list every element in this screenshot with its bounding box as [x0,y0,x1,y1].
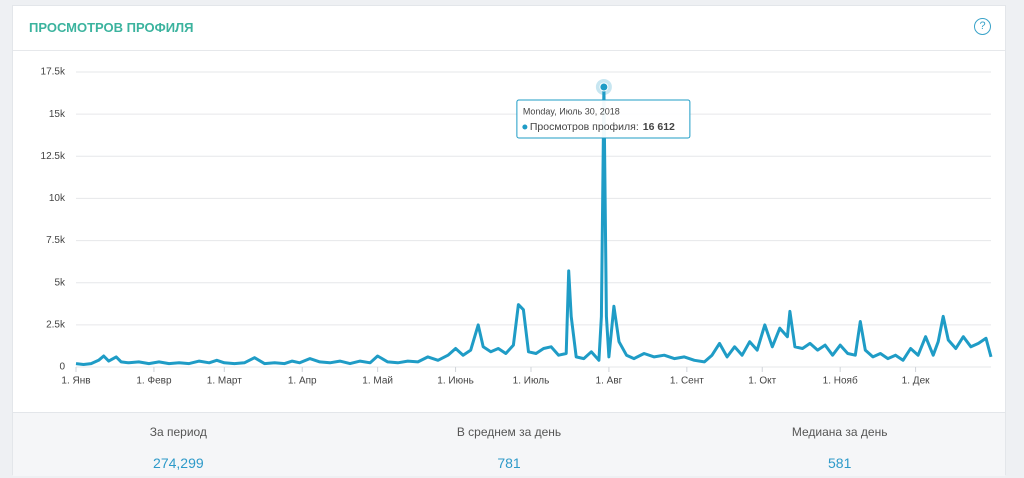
tooltip-label: Просмотров профиля: 16 612 [530,121,675,133]
x-tick-label: 1. Окт [748,376,776,387]
tooltip-bullet [522,124,528,130]
x-tick-label: 1. Янв [61,376,90,387]
chart: 0 2.5k 5k 7.5k 10k 12.5k 15k 17.5k 1. Янв 1. Февр… [41,67,993,387]
widget-header: ПРОСМОТРОВ ПРОФИЛЯ ? [13,6,1005,51]
x-tick-label: 1. Сент [670,376,704,387]
y-tick-label: 7.5k [46,235,66,246]
y-tick-label: 10k [49,193,66,204]
stat-value: 581 [828,455,852,471]
x-tick-label: 1. Июнь [437,376,474,387]
y-tick-label: 0 [59,362,65,373]
widget-card: ПРОСМОТРОВ ПРОФИЛЯ ? 0 2.5k 5k 7.5k 10k 12.5k… [12,5,1006,476]
y-tick-label: 17.5k [41,67,66,78]
y-tick-label: 15k [49,109,66,120]
x-tick-label: 1. Апр [288,376,317,387]
stat-value: 781 [497,455,521,471]
tooltip-value: 16 612 [643,121,675,133]
y-tick-label: 2.5k [46,319,66,330]
stat: За период 274,299 [13,413,344,476]
y-tick-label: 5k [54,277,66,288]
tooltip-series: Просмотров профиля: [530,121,639,133]
stat: В среднем за день 781 [344,413,675,476]
stat: Медиана за день 581 [674,413,1005,476]
stat-label: В среднем за день [456,425,562,439]
stats-bar: За период 274,299 В среднем за день 781 Ме… [13,412,1005,476]
x-tick-label: 1. Май [362,376,393,387]
hover-point [599,82,609,92]
stat-label: Медиана за день [791,425,888,439]
x-tick-label: 1. Авг [596,376,623,387]
y-tick-label: 12.5k [41,151,66,162]
x-tick-label: 1. Дек [902,376,930,387]
tooltip-box [516,99,691,139]
x-tick-label: 1. Март [207,376,242,387]
widget-title: ПРОСМОТРОВ ПРОФИЛЯ [29,20,194,35]
x-tick-label: 1. Февр [136,376,172,387]
stat-label: За период [149,425,207,439]
x-tick-label: 1. Июль [513,376,550,387]
stat-value: 274,299 [153,455,204,471]
help-icon[interactable]: ? [974,18,991,35]
line-series [75,85,993,366]
tooltip-date: Monday, Июль 30, 2018 [523,106,620,116]
x-tick-label: 1. Нояб [823,375,858,387]
